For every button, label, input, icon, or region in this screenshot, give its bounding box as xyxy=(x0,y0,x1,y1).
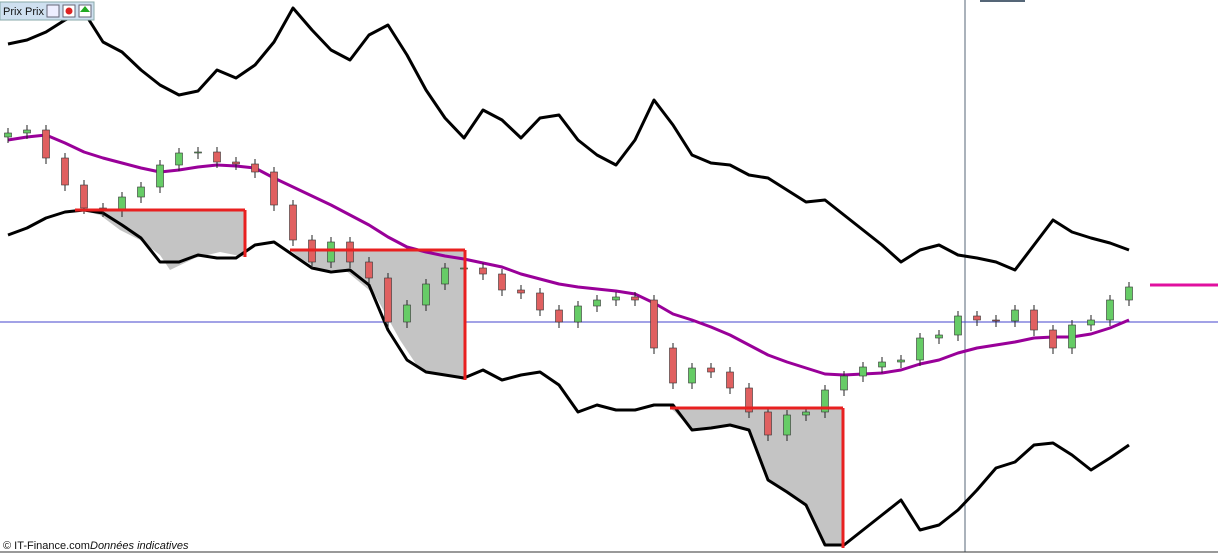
remove-icon-dot xyxy=(65,7,73,15)
candle-body xyxy=(1106,299,1114,321)
band-line xyxy=(7,208,1130,547)
candle-body xyxy=(213,151,221,163)
header: Prix Prix xyxy=(0,1,95,21)
candle-body xyxy=(270,171,278,206)
candle-body xyxy=(555,309,563,323)
candle-body xyxy=(612,296,620,301)
band-line xyxy=(7,133,1130,377)
tool-icon[interactable] xyxy=(46,4,60,18)
candle-body xyxy=(1011,309,1019,322)
candle-body xyxy=(194,151,202,154)
candle-body xyxy=(441,267,449,285)
cursor-tab xyxy=(980,0,1025,2)
candle-body xyxy=(251,163,259,173)
candle-body xyxy=(1030,309,1038,331)
candle-body xyxy=(422,283,430,306)
header-title: Prix Prix xyxy=(3,6,44,18)
candle-body xyxy=(859,366,867,377)
candle-body xyxy=(897,359,905,363)
candle-body xyxy=(745,387,753,413)
candle-body xyxy=(137,186,145,198)
candle-body xyxy=(707,367,715,373)
plot xyxy=(4,6,1133,547)
candle-body xyxy=(4,132,12,138)
candle-body xyxy=(878,361,886,368)
candle-body xyxy=(80,184,88,209)
candle-body xyxy=(954,315,962,336)
candle-body xyxy=(1049,329,1057,349)
zone-edges xyxy=(75,208,845,548)
candle-body xyxy=(1068,324,1076,349)
candle-body xyxy=(289,204,297,241)
footer-source: © IT-Finance.com xyxy=(3,540,90,552)
candle-body xyxy=(916,337,924,361)
zone-fill xyxy=(670,408,843,545)
zone-fill xyxy=(290,250,465,380)
up-icon-arrow xyxy=(80,6,90,12)
candle-body xyxy=(1125,286,1133,301)
candle-body xyxy=(1087,319,1095,326)
candle-body xyxy=(574,305,582,323)
candle-body xyxy=(935,334,943,339)
candle-body xyxy=(650,299,658,349)
footer-note: Données indicatives xyxy=(90,540,189,552)
candle-body xyxy=(156,164,164,188)
candle-body xyxy=(536,292,544,311)
candle-body xyxy=(593,299,601,307)
candle-body xyxy=(232,161,240,165)
candle-body xyxy=(517,289,525,294)
candle-body xyxy=(175,152,183,166)
candle-body xyxy=(992,319,1000,322)
candle-body xyxy=(327,241,335,263)
candle-body xyxy=(688,367,696,384)
candle-body xyxy=(42,129,50,159)
candle-body xyxy=(346,241,354,263)
candle-body xyxy=(365,261,373,279)
candle-body xyxy=(726,371,734,389)
candle-body xyxy=(23,129,31,134)
candle-body xyxy=(802,411,810,416)
candle-body xyxy=(973,315,981,321)
candle-body xyxy=(631,296,639,301)
candle-body xyxy=(669,347,677,384)
candle-body xyxy=(61,157,69,186)
candle-body xyxy=(403,304,411,323)
candle-body xyxy=(764,411,772,436)
candle-body xyxy=(840,375,848,391)
band-line xyxy=(7,6,1130,272)
candle-body xyxy=(821,389,829,413)
candle-body xyxy=(783,414,791,436)
candle-body xyxy=(498,273,506,291)
candle-body xyxy=(384,277,392,323)
candle-body xyxy=(479,267,487,275)
